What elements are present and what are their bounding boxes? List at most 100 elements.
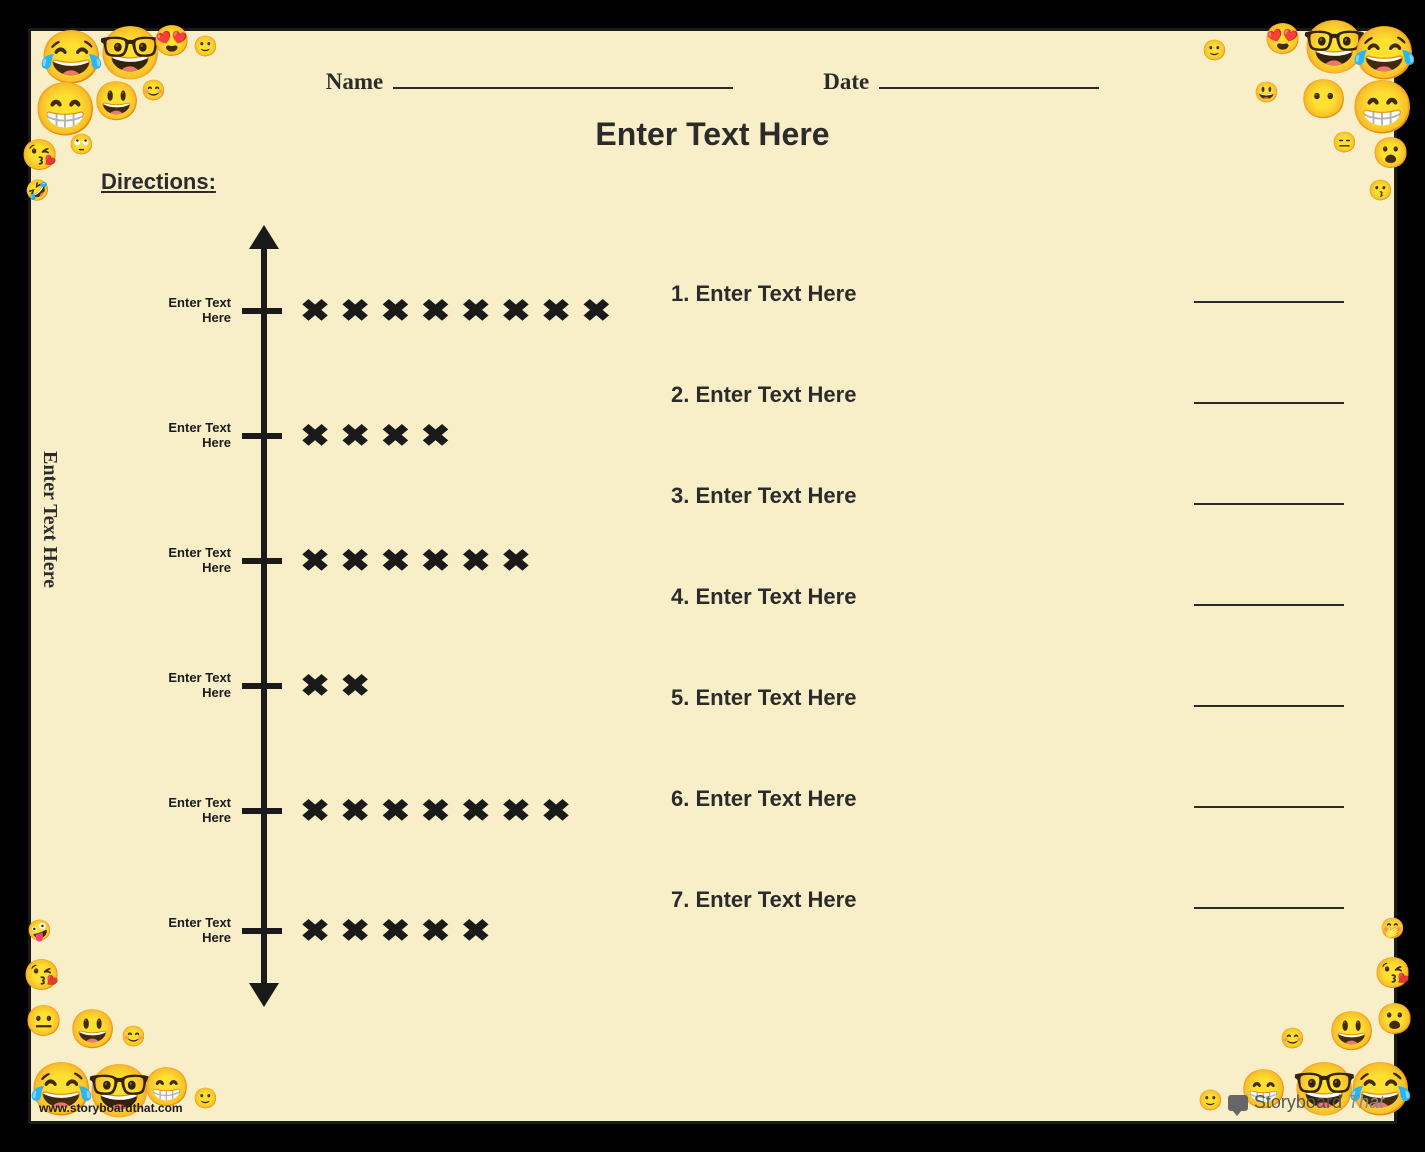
category-label: Enter TextHere bbox=[121, 421, 239, 451]
brand-word-b: That bbox=[1348, 1092, 1384, 1113]
mark-group: ✖✖ bbox=[300, 665, 370, 707]
category-label: Enter TextHere bbox=[121, 671, 239, 701]
emoji-icon: 😊 bbox=[1280, 1029, 1305, 1049]
page-title: Enter Text Here bbox=[31, 116, 1394, 153]
x-mark-icon: ✖ bbox=[340, 418, 370, 454]
x-mark-icon: ✖ bbox=[300, 543, 330, 579]
emoji-icon: 🙂 bbox=[193, 37, 218, 57]
question-row: 2. Enter Text Here bbox=[671, 382, 1344, 408]
emoji-icon: 😘 bbox=[1374, 959, 1411, 989]
answer-blank-line[interactable] bbox=[1194, 689, 1344, 707]
arrow-down-icon bbox=[249, 983, 279, 1007]
x-mark-icon: ✖ bbox=[461, 543, 491, 579]
question-row: 5. Enter Text Here bbox=[671, 685, 1344, 711]
date-label: Date bbox=[823, 69, 869, 95]
emoji-icon: 🤭 bbox=[1380, 919, 1405, 939]
x-mark-icon: ✖ bbox=[300, 293, 330, 329]
brand-word-a: Storyboard bbox=[1254, 1092, 1342, 1113]
answer-blank-line[interactable] bbox=[1194, 891, 1344, 909]
question-text: 3. Enter Text Here bbox=[671, 483, 856, 509]
footer-url: www.storyboardthat.com bbox=[39, 1101, 183, 1115]
date-blank-line[interactable] bbox=[879, 69, 1099, 89]
question-text: 6. Enter Text Here bbox=[671, 786, 856, 812]
x-mark-icon: ✖ bbox=[501, 793, 531, 829]
x-mark-icon: ✖ bbox=[340, 668, 370, 704]
emoji-icon: 😊 bbox=[121, 1027, 146, 1047]
x-mark-icon: ✖ bbox=[581, 293, 611, 329]
emoji-icon: 🤓 bbox=[1302, 23, 1367, 75]
emoji-icon: 🙂 bbox=[1198, 1091, 1223, 1111]
emoji-icon: 🤣 bbox=[25, 181, 50, 201]
x-mark-icon: ✖ bbox=[421, 293, 451, 329]
category-label: Enter TextHere bbox=[121, 296, 239, 326]
chart-axis bbox=[261, 231, 267, 1001]
answer-blank-line[interactable] bbox=[1194, 588, 1344, 606]
x-mark-icon: ✖ bbox=[421, 543, 451, 579]
chart-row: Enter TextHere✖✖ bbox=[121, 661, 641, 711]
emoji-icon: 🤪 bbox=[27, 921, 52, 941]
question-text: 4. Enter Text Here bbox=[671, 584, 856, 610]
x-mark-icon: ✖ bbox=[340, 543, 370, 579]
axis-tick bbox=[242, 308, 282, 314]
answer-blank-line[interactable] bbox=[1194, 790, 1344, 808]
question-row: 4. Enter Text Here bbox=[671, 584, 1344, 610]
x-mark-icon: ✖ bbox=[300, 668, 330, 704]
question-row: 3. Enter Text Here bbox=[671, 483, 1344, 509]
question-text: 1. Enter Text Here bbox=[671, 281, 856, 307]
emoji-icon: 😃 bbox=[69, 1011, 116, 1049]
axis-tick bbox=[242, 433, 282, 439]
emoji-icon: 🙂 bbox=[193, 1089, 218, 1109]
name-label: Name bbox=[326, 69, 383, 95]
name-field: Name bbox=[326, 69, 733, 95]
header-fields: Name Date bbox=[31, 69, 1394, 95]
axis-tick bbox=[242, 928, 282, 934]
chart-row: Enter TextHere✖✖✖✖ bbox=[121, 411, 641, 461]
mark-group: ✖✖✖✖ bbox=[300, 415, 451, 457]
x-mark-icon: ✖ bbox=[380, 913, 410, 949]
question-row: 1. Enter Text Here bbox=[671, 281, 1344, 307]
chart-row: Enter TextHere✖✖✖✖✖✖✖ bbox=[121, 786, 641, 836]
x-mark-icon: ✖ bbox=[340, 913, 370, 949]
category-label: Enter TextHere bbox=[121, 546, 239, 576]
mark-group: ✖✖✖✖✖✖✖ bbox=[300, 790, 571, 832]
chart-row: Enter TextHere✖✖✖✖✖✖✖✖ bbox=[121, 286, 641, 336]
emoji-icon: 😗 bbox=[1368, 181, 1393, 201]
chart-row: Enter TextHere✖✖✖✖✖ bbox=[121, 906, 641, 956]
category-label: Enter TextHere bbox=[121, 796, 239, 826]
arrow-up-icon bbox=[249, 225, 279, 249]
question-list: 1. Enter Text Here 2. Enter Text Here 3. E… bbox=[671, 281, 1344, 988]
emoji-icon: 🙂 bbox=[1202, 41, 1227, 61]
emoji-icon: 😍 bbox=[153, 27, 190, 57]
answer-blank-line[interactable] bbox=[1194, 386, 1344, 404]
pictograph-chart: Enter TextHere✖✖✖✖✖✖✖✖Enter TextHere✖✖✖✖… bbox=[121, 231, 641, 1001]
x-mark-icon: ✖ bbox=[461, 293, 491, 329]
emoji-icon: 😮 bbox=[1376, 1005, 1413, 1035]
emoji-icon: 😐 bbox=[25, 1007, 62, 1037]
mark-group: ✖✖✖✖✖ bbox=[300, 910, 491, 952]
axis-tick bbox=[242, 683, 282, 689]
axis-tick bbox=[242, 808, 282, 814]
mark-group: ✖✖✖✖✖✖ bbox=[300, 540, 531, 582]
emoji-icon: 😍 bbox=[1264, 25, 1301, 55]
speech-bubble-icon bbox=[1228, 1095, 1248, 1111]
question-text: 5. Enter Text Here bbox=[671, 685, 856, 711]
x-mark-icon: ✖ bbox=[380, 418, 410, 454]
answer-blank-line[interactable] bbox=[1194, 487, 1344, 505]
answer-blank-line[interactable] bbox=[1194, 285, 1344, 303]
chart-row: Enter TextHere✖✖✖✖✖✖ bbox=[121, 536, 641, 586]
x-mark-icon: ✖ bbox=[501, 293, 531, 329]
question-row: 6. Enter Text Here bbox=[671, 786, 1344, 812]
vertical-axis-label: Enter Text Here bbox=[38, 451, 61, 588]
x-mark-icon: ✖ bbox=[380, 793, 410, 829]
x-mark-icon: ✖ bbox=[501, 543, 531, 579]
name-blank-line[interactable] bbox=[393, 69, 733, 89]
x-mark-icon: ✖ bbox=[380, 293, 410, 329]
x-mark-icon: ✖ bbox=[421, 913, 451, 949]
emoji-icon: 😘 bbox=[23, 961, 60, 991]
page-frame: 😂🤓😍🙂😁😃😊😘🙄🤣 🙂😍🤓😂😁😶😃😮😗😑 🤪😘😐😃😂🤓😁🙂😊 🤭😘😮😃🤓😂😁🙂… bbox=[10, 10, 1415, 1142]
mark-group: ✖✖✖✖✖✖✖✖ bbox=[300, 290, 611, 332]
question-text: 7. Enter Text Here bbox=[671, 887, 856, 913]
x-mark-icon: ✖ bbox=[421, 793, 451, 829]
x-mark-icon: ✖ bbox=[300, 913, 330, 949]
x-mark-icon: ✖ bbox=[340, 293, 370, 329]
